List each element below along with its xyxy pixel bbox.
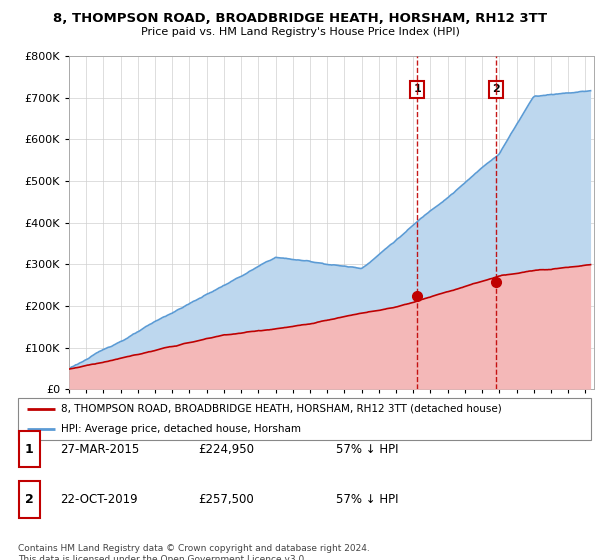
- Text: 8, THOMPSON ROAD, BROADBRIDGE HEATH, HORSHAM, RH12 3TT (detached house): 8, THOMPSON ROAD, BROADBRIDGE HEATH, HOR…: [61, 404, 502, 414]
- Text: HPI: Average price, detached house, Horsham: HPI: Average price, detached house, Hors…: [61, 424, 301, 434]
- FancyBboxPatch shape: [18, 398, 591, 440]
- Text: 8, THOMPSON ROAD, BROADBRIDGE HEATH, HORSHAM, RH12 3TT: 8, THOMPSON ROAD, BROADBRIDGE HEATH, HOR…: [53, 12, 547, 25]
- Text: 1: 1: [413, 85, 421, 94]
- Text: 57% ↓ HPI: 57% ↓ HPI: [336, 493, 398, 506]
- Text: Contains HM Land Registry data © Crown copyright and database right 2024.
This d: Contains HM Land Registry data © Crown c…: [18, 544, 370, 560]
- Text: 22-OCT-2019: 22-OCT-2019: [60, 493, 137, 506]
- Text: 1: 1: [25, 442, 34, 456]
- Text: £257,500: £257,500: [198, 493, 254, 506]
- Text: 2: 2: [25, 493, 34, 506]
- FancyBboxPatch shape: [19, 482, 40, 517]
- Text: 2: 2: [492, 85, 500, 94]
- Text: 27-MAR-2015: 27-MAR-2015: [60, 442, 139, 456]
- Text: 57% ↓ HPI: 57% ↓ HPI: [336, 442, 398, 456]
- Text: Price paid vs. HM Land Registry's House Price Index (HPI): Price paid vs. HM Land Registry's House …: [140, 27, 460, 37]
- FancyBboxPatch shape: [19, 431, 40, 467]
- Text: £224,950: £224,950: [198, 442, 254, 456]
